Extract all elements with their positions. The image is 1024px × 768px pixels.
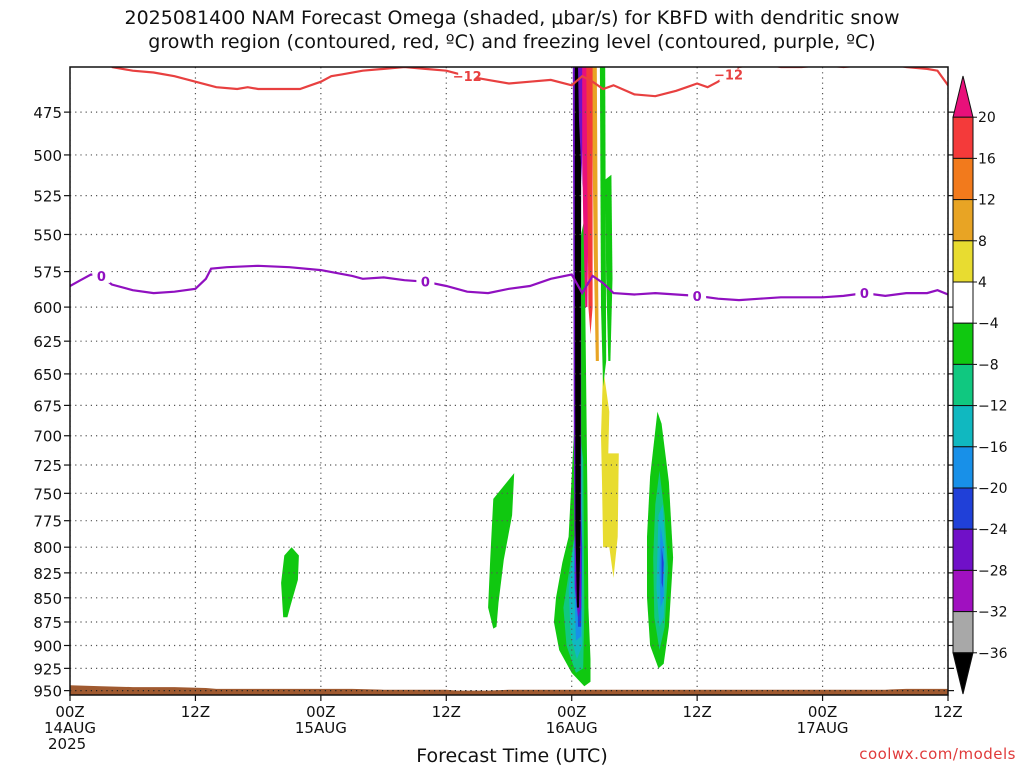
contour-label-bg-1-0 (92, 267, 111, 283)
chart-title-line-2: growth region (contoured, red, ºC) and f… (148, 31, 876, 53)
site-credit: coolwx.com/models (859, 745, 1016, 763)
colorbar-segment-2 (952, 157, 974, 201)
colorbar-label-4: 4 (978, 275, 987, 291)
x-tick-label-72-0: 00Z (808, 703, 837, 721)
omega-region-15 (574, 67, 582, 608)
contour-label-bg-1-2 (688, 287, 707, 303)
axes: 475 500 525 550 575 600 625 650 675 700 725 750 775 8… (33, 66, 963, 753)
colorbar-segment-5 (952, 281, 974, 324)
y-tick-label-675: 675 (33, 397, 62, 415)
y-tick-label-575: 575 (33, 264, 62, 282)
colorbar-label-5: −4 (978, 316, 999, 332)
x-tick-label-36-0: 12Z (432, 703, 461, 721)
plot-clip-group: −12 −12 0 0 0 0 (70, 67, 948, 695)
colorbar-segment-6 (952, 322, 974, 365)
y-tick-label-625: 625 (33, 333, 62, 351)
x-tick-label-0-0: 00Z (55, 703, 84, 721)
omega-region-0 (281, 547, 299, 618)
colorbar-label-1: 16 (978, 151, 996, 167)
contour-1 (70, 264, 948, 302)
contour-label-bg-0-0 (458, 68, 477, 84)
y-tick-label-925: 925 (33, 660, 62, 678)
y-tick-label-875: 875 (33, 614, 62, 632)
omega-region-19 (586, 67, 593, 335)
colorbar-label-0: 20 (978, 110, 996, 126)
colorbar-segment-4 (952, 240, 974, 283)
colorbar-label-7: −12 (978, 399, 1008, 415)
omega-region-13 (661, 547, 664, 588)
colorbar-label-13: −36 (978, 646, 1008, 662)
colorbar-label-10: −24 (978, 522, 1008, 538)
colorbar-segment-8 (952, 405, 974, 448)
x-tick-label-24-0: 00Z (306, 703, 335, 721)
y-tick-label-850: 850 (33, 590, 62, 608)
colorbar-label-6: −8 (978, 357, 999, 373)
x-tick-label-60-0: 12Z (682, 703, 711, 721)
colorbar-segment-1 (952, 116, 974, 159)
contour-label-0-0: −12 (453, 70, 482, 85)
y-tick-label-650: 650 (33, 366, 62, 384)
plot-frame (69, 66, 949, 696)
y-tick-label-500: 500 (33, 147, 62, 165)
colorbar-label-12: −32 (978, 605, 1008, 621)
y-tick-label-900: 900 (33, 637, 62, 655)
x-tick-label-48-1: 16AUG (546, 719, 598, 737)
colorbar-label-8: −16 (978, 440, 1008, 456)
colorbar-segment-12 (952, 569, 974, 613)
x-tick-label-12-0: 12Z (181, 703, 210, 721)
x-tick-label-84-0: 12Z (933, 703, 962, 721)
colorbar-top-triangle (952, 75, 974, 118)
chart-title: 2025081400 NAM Forecast Omega (shaded, μ… (0, 6, 1024, 54)
colorbar-bottom-triangle (952, 652, 974, 695)
colorbar-label-9: −20 (978, 481, 1008, 497)
colorbar-segment-3 (952, 199, 974, 242)
y-tick-label-700: 700 (33, 428, 62, 446)
contour-label-bg-1-3 (855, 285, 874, 301)
colorbar-segment-7 (952, 363, 974, 407)
contour-label-1-3: 0 (860, 287, 869, 302)
contour-label-1-2: 0 (693, 290, 702, 305)
chart-title-line-1: 2025081400 NAM Forecast Omega (shaded, μ… (124, 7, 900, 29)
y-tick-label-800: 800 (33, 539, 62, 557)
y-tick-label-600: 600 (33, 299, 62, 317)
colorbar-segment-11 (952, 528, 974, 571)
colorbar-label-2: 12 (978, 193, 996, 209)
colorbar-label-3: 8 (978, 234, 987, 250)
omega-region-7 (605, 174, 613, 361)
contour-label-bg-1-1 (416, 273, 435, 289)
x-tick-label-0-2: 2025 (48, 735, 86, 753)
x-tick-label-0-1: 14AUG (44, 719, 96, 737)
colorbar-label-11: −28 (978, 563, 1008, 579)
contour-label-0-1: −12 (714, 68, 743, 83)
colorbar-segment-9 (952, 446, 974, 489)
contour-0 (111, 67, 948, 98)
colorbar-segment-13 (952, 611, 974, 654)
colorbar-segment-10 (952, 487, 974, 530)
y-tick-label-725: 725 (33, 457, 62, 475)
x-tick-label-48-0: 00Z (557, 703, 586, 721)
y-tick-label-475: 475 (33, 104, 62, 122)
omega-region-18 (591, 67, 599, 361)
y-tick-label-525: 525 (33, 188, 62, 206)
y-tick-label-750: 750 (33, 485, 62, 503)
y-tick-label-950: 950 (33, 683, 62, 701)
plot-area: −12 −12 0 0 0 0 (70, 67, 948, 695)
y-tick-label-825: 825 (33, 565, 62, 583)
omega-region-8 (601, 367, 619, 578)
y-tick-label-550: 550 (33, 226, 62, 244)
x-tick-label-72-1: 17AUG (797, 719, 849, 737)
x-axis-label: Forecast Time (UTC) (416, 745, 608, 767)
omega-region-1 (488, 473, 515, 629)
contour-label-bg-0-1 (719, 67, 738, 82)
contour-label-1-1: 0 (421, 276, 430, 291)
contour-label-1-0: 0 (97, 270, 106, 285)
y-tick-label-775: 775 (33, 513, 62, 531)
terrain (70, 685, 948, 695)
colorbar: 20 16 12 8 4 −4 −8 −12 −16 −20 −24 −28 −32 −36 (952, 75, 1008, 695)
omega-region-16 (599, 67, 607, 387)
x-tick-label-24-1: 15AUG (295, 719, 347, 737)
omega-region-20 (578, 67, 583, 188)
